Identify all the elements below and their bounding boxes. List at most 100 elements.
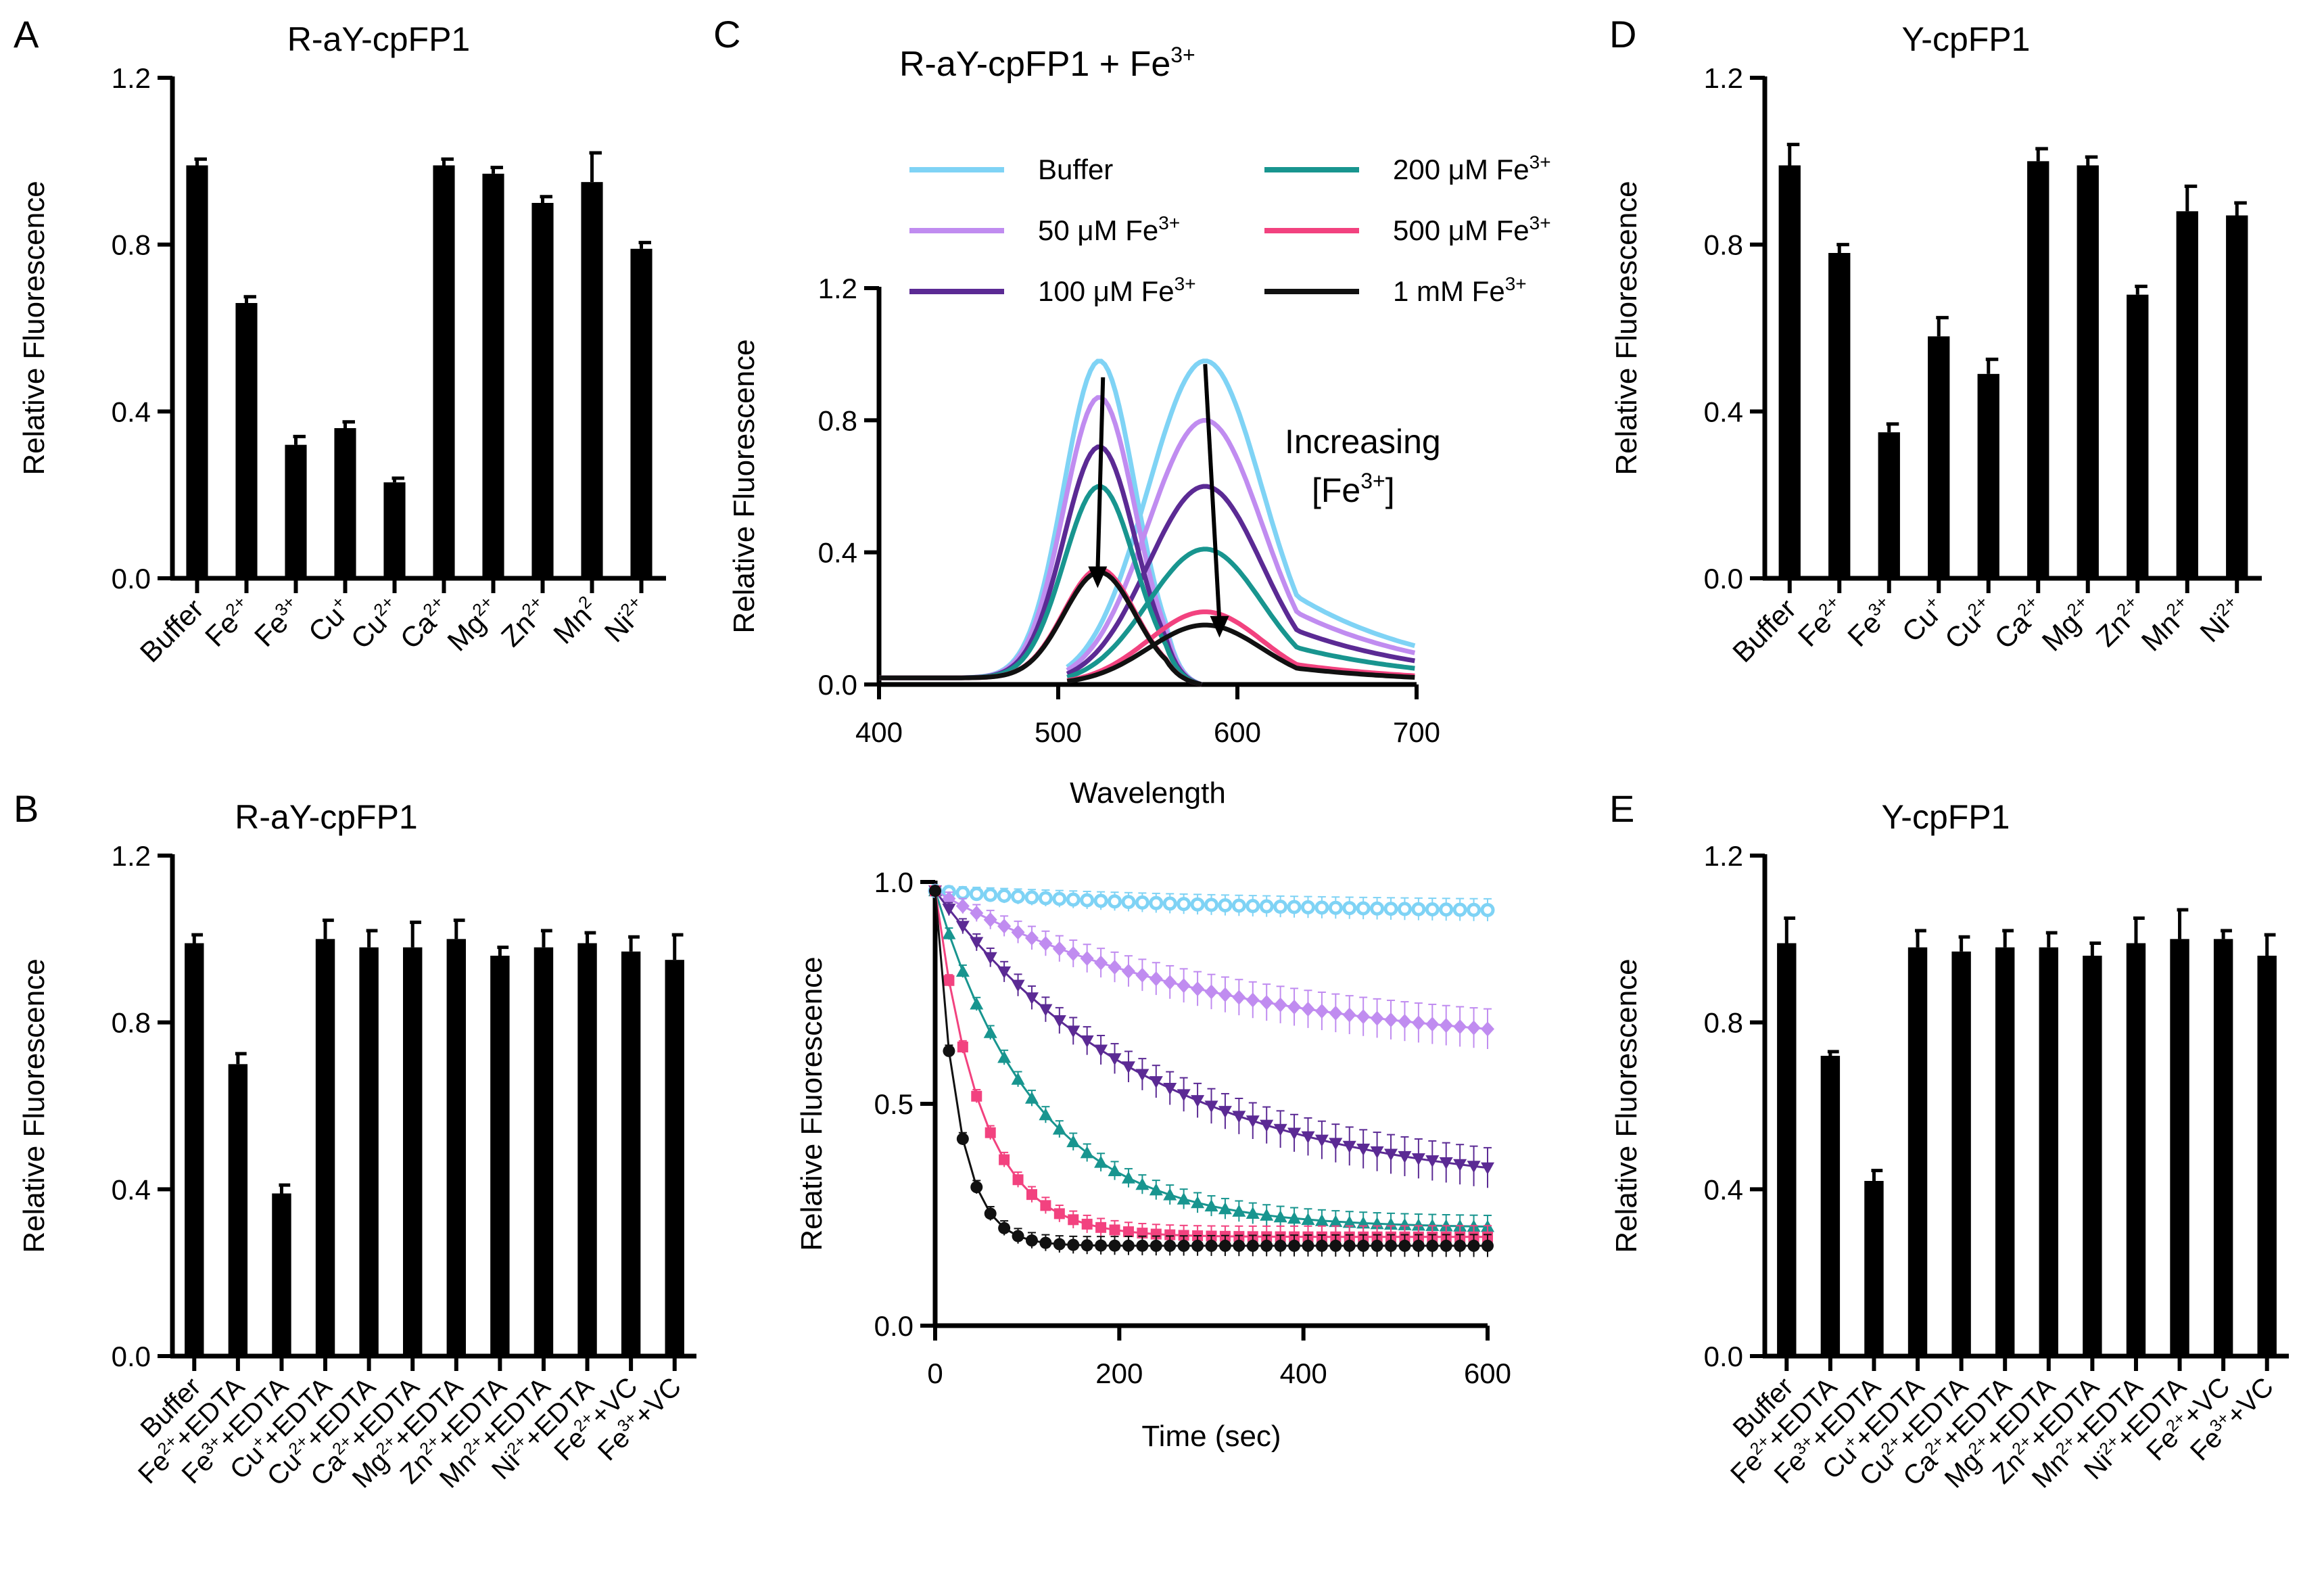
data-point [1066,892,1081,907]
data-point [1452,902,1467,917]
data-point [1121,964,1135,979]
data-point [1025,1234,1038,1247]
svg-text:E: E [1609,787,1634,830]
y-axis-label: Relative Fluorescence [1610,181,1643,475]
data-point [1135,967,1149,983]
data-point [1246,1115,1260,1128]
data-point [1329,1138,1343,1150]
data-point [1080,1035,1094,1048]
data-point [1163,1083,1177,1096]
data-point [1177,1192,1191,1205]
data-point [1149,1183,1163,1196]
bar [2077,165,2099,578]
x-tick-label: Fe3+ [247,592,308,653]
data-point [1246,1239,1259,1252]
bar [621,951,641,1356]
data-point [1454,1239,1467,1252]
y-tick-label: 0.0 [818,669,857,701]
data-point [1204,984,1218,1000]
chart-title: R-aY-cpFP1 [235,798,417,836]
data-point [955,921,970,933]
data-point [1425,1155,1440,1168]
data-point [1329,1239,1342,1252]
data-point [970,937,984,950]
data-point [1260,1119,1274,1132]
x-tick-label: Cu2+ [343,592,407,655]
panel-letter-d: D [1609,13,1636,55]
data-point [1122,1226,1134,1238]
data-point [1108,1239,1121,1252]
data-point [1053,1238,1066,1251]
legend-label: 200 μM Fe3+ [1393,152,1551,185]
x-tick-label: Ca2+ [393,592,456,655]
y-axis-label: Relative Fluorescence [18,181,51,475]
y-tick-label: 0.5 [874,1088,914,1120]
data-point [1314,1134,1329,1147]
y-axis-label: Relative Fluorescence [728,339,761,633]
bar [1828,253,1851,578]
data-point [1467,1020,1481,1036]
bar [2127,294,2149,578]
data-point [1204,1100,1218,1113]
data-point [955,964,970,977]
data-point [1108,1053,1122,1066]
bar [2039,947,2058,1356]
data-point [1039,1108,1053,1121]
data-point [1011,979,1025,992]
bar [359,947,379,1356]
data-point [1287,1211,1302,1224]
data-point [1094,955,1108,971]
data-point [1343,1239,1356,1252]
data-point [1439,1018,1453,1033]
x-tick-label: 500 [1035,716,1082,748]
data-point [998,1222,1011,1234]
data-point [1328,900,1343,915]
chart-panel-b: R-aY-cpFP1 Relative Fluorescence 0.0 0.4 0.8… [18,798,696,1494]
data-point [1301,1213,1315,1226]
data-point [1218,987,1232,1002]
y-tick-label: 0.0 [1704,1341,1743,1372]
data-point [1371,1239,1383,1252]
data-point [1039,1236,1052,1249]
data-point [1149,971,1163,987]
chart-panel-c-spectra: R-aY-cpFP1 + Fe3+ Relative Fluorescence Wa… [728,43,1551,810]
panel-letter-e: E [1609,787,1634,830]
bar [235,303,258,578]
data-point [1439,1157,1453,1170]
panel-letter-c: C [713,13,740,55]
data-point [1024,1091,1039,1104]
data-point [1425,1017,1440,1032]
y-axis-label: Relative Fluorescence [18,958,51,1253]
data-point [1066,946,1081,962]
bar [1995,947,2015,1356]
data-point [1232,990,1246,1005]
data-point [1288,1239,1301,1252]
data-point [1314,1004,1329,1019]
data-point [1163,975,1177,990]
y-tick-label: 0.0 [1704,563,1743,595]
data-point [1342,1140,1356,1153]
y-tick-label: 0.0 [874,1310,914,1342]
data-point [997,888,1012,903]
data-point [1398,1014,1412,1029]
x-tick-label: Mg2+ [440,592,506,657]
data-point [1052,941,1066,956]
data-point [1315,1239,1328,1252]
data-point [1273,1123,1287,1136]
y-tick-label: 0.0 [112,563,151,595]
data-point [1024,992,1039,1005]
data-point [984,1207,997,1220]
data-point [1191,1095,1205,1108]
data-point [1439,902,1454,917]
data-point [1357,1239,1370,1252]
data-point [999,1154,1010,1165]
data-point [1191,981,1205,996]
data-point [1094,1044,1108,1057]
data-point [1191,1239,1204,1252]
data-point [1080,1146,1094,1159]
data-point [983,952,997,964]
x-axis-label: Time (sec) [1141,1420,1281,1453]
data-point [1081,1218,1093,1230]
data-point [1385,1239,1398,1252]
bar [1907,947,1928,1356]
